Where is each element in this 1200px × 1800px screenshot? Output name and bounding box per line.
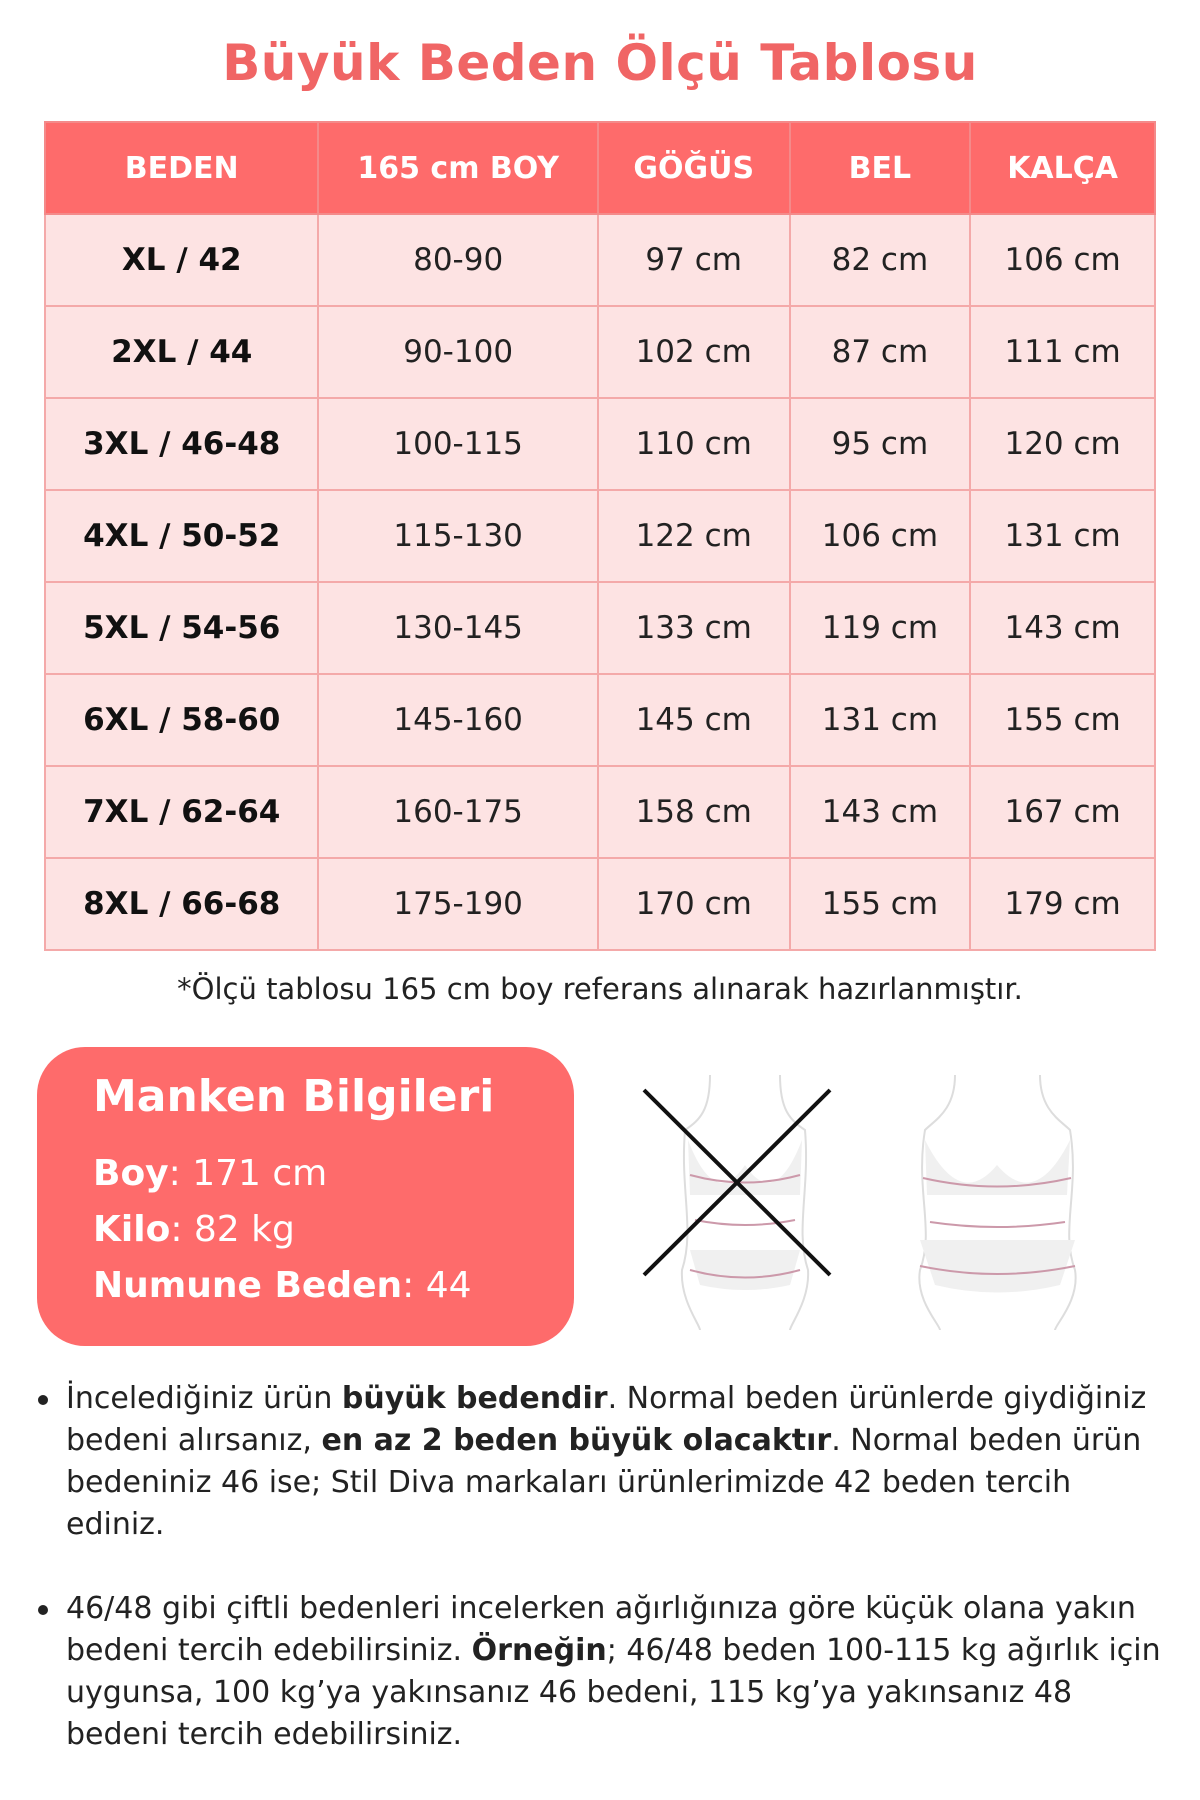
value-cell: 175-190 (317, 857, 599, 951)
size-cell: 2XL / 44 (43, 305, 320, 399)
label: Numune Beden (93, 1265, 403, 1306)
value-cell: 170 cm (596, 857, 791, 951)
value: : 171 cm (168, 1153, 328, 1194)
header-cell: GÖĞÜS (596, 121, 791, 215)
table-row: 2XL / 44 90-100 102 cm 87 cm 111 cm (43, 305, 1156, 399)
text: İncelediğiniz ürün (66, 1381, 342, 1416)
text: . Normal beden ürünlerde giydiğiniz bede… (66, 1381, 1147, 1458)
value-cell: 97 cm (596, 213, 791, 307)
header-cell: BEDEN (43, 121, 320, 215)
value-cell: 100-115 (317, 397, 599, 491)
wrong-measurement-figure (642, 1074, 832, 1330)
text: . Normal beden ürün bedeniniz 46 ise; St… (66, 1423, 1142, 1542)
size-cell: 7XL / 62-64 (43, 765, 320, 859)
value-cell: 131 cm (969, 489, 1156, 583)
value-cell: 167 cm (969, 765, 1156, 859)
model-sample-size: Numune Beden: 44 (93, 1258, 518, 1314)
table-row: XL / 42 80-90 97 cm 82 cm 106 cm (43, 213, 1156, 307)
table-row: 6XL / 58-60 145-160 145 cm 131 cm 155 cm (43, 673, 1156, 767)
size-cell: 3XL / 46-48 (43, 397, 320, 491)
table-row: 4XL / 50-52 115-130 122 cm 106 cm 131 cm (43, 489, 1156, 583)
value-cell: 115-130 (317, 489, 599, 583)
value-cell: 145-160 (317, 673, 599, 767)
label: Boy (93, 1153, 169, 1194)
value-cell: 102 cm (596, 305, 791, 399)
value-cell: 119 cm (788, 581, 972, 675)
page-title: Büyük Beden Ölçü Tablosu (222, 34, 978, 92)
table-row: 8XL / 66-68 175-190 170 cm 155 cm 179 cm (43, 857, 1156, 951)
table-row: 5XL / 54-56 130-145 133 cm 119 cm 143 cm (43, 581, 1156, 675)
correct-measurement-figure (918, 1074, 1077, 1330)
size-cell: 6XL / 58-60 (43, 673, 320, 767)
header-cell: BEL (788, 121, 972, 215)
bold-text: Örneğin (471, 1633, 607, 1668)
value-cell: 133 cm (596, 581, 791, 675)
value-cell: 143 cm (969, 581, 1156, 675)
size-cell: 4XL / 50-52 (43, 489, 320, 583)
bold-text: en az 2 beden büyük olacaktır (321, 1423, 832, 1458)
value-cell: 80-90 (317, 213, 599, 307)
bullet-item: İncelediğiniz ürün büyük bedendir. Norma… (36, 1378, 1166, 1546)
header-cell: KALÇA (969, 121, 1156, 215)
table-row: 7XL / 62-64 160-175 158 cm 143 cm 167 cm (43, 765, 1156, 859)
header-cell: 165 cm BOY (317, 121, 599, 215)
size-table: BEDEN 165 cm BOY GÖĞÜS BEL KALÇA XL / 42… (43, 121, 1156, 951)
value-cell: 155 cm (969, 673, 1156, 767)
value-cell: 106 cm (788, 489, 972, 583)
size-cell: 5XL / 54-56 (43, 581, 320, 675)
value-cell: 95 cm (788, 397, 972, 491)
model-info-card: Manken Bilgileri Boy: 171 cm Kilo: 82 kg… (37, 1047, 574, 1346)
model-weight: Kilo: 82 kg (93, 1202, 518, 1258)
value-cell: 120 cm (969, 397, 1156, 491)
value-cell: 90-100 (317, 305, 599, 399)
value-cell: 143 cm (788, 765, 972, 859)
text: 46/48 gibi çiftli bedenleri incelerken a… (66, 1591, 1136, 1668)
table-row: 3XL / 46-48 100-115 110 cm 95 cm 120 cm (43, 397, 1156, 491)
size-cell: 8XL / 66-68 (43, 857, 320, 951)
value-cell: 130-145 (317, 581, 599, 675)
value: : 44 (402, 1265, 472, 1306)
value-cell: 145 cm (596, 673, 791, 767)
bold-text: büyük bedendir (341, 1381, 608, 1416)
table-footnote: *Ölçü tablosu 165 cm boy referans alınar… (177, 972, 1023, 1006)
value: : 82 kg (170, 1209, 295, 1250)
value-cell: 131 cm (788, 673, 972, 767)
text: ; 46/48 beden 100-115 kg ağırlık için uy… (66, 1633, 1161, 1752)
model-info-title: Manken Bilgileri (93, 1071, 495, 1122)
value-cell: 158 cm (596, 765, 791, 859)
value-cell: 87 cm (788, 305, 972, 399)
value-cell: 106 cm (969, 213, 1156, 307)
bullet-item: 46/48 gibi çiftli bedenleri incelerken a… (36, 1588, 1166, 1756)
value-cell: 179 cm (969, 857, 1156, 951)
value-cell: 122 cm (596, 489, 791, 583)
size-cell: XL / 42 (43, 213, 320, 307)
value-cell: 155 cm (788, 857, 972, 951)
value-cell: 160-175 (317, 765, 599, 859)
label: Kilo (93, 1209, 171, 1250)
model-height: Boy: 171 cm (93, 1146, 518, 1202)
value-cell: 82 cm (788, 213, 972, 307)
value-cell: 111 cm (969, 305, 1156, 399)
value-cell: 110 cm (596, 397, 791, 491)
table-header-row: BEDEN 165 cm BOY GÖĞÜS BEL KALÇA (43, 121, 1156, 215)
info-bullets: İncelediğiniz ürün büyük bedendir. Norma… (36, 1378, 1166, 1798)
